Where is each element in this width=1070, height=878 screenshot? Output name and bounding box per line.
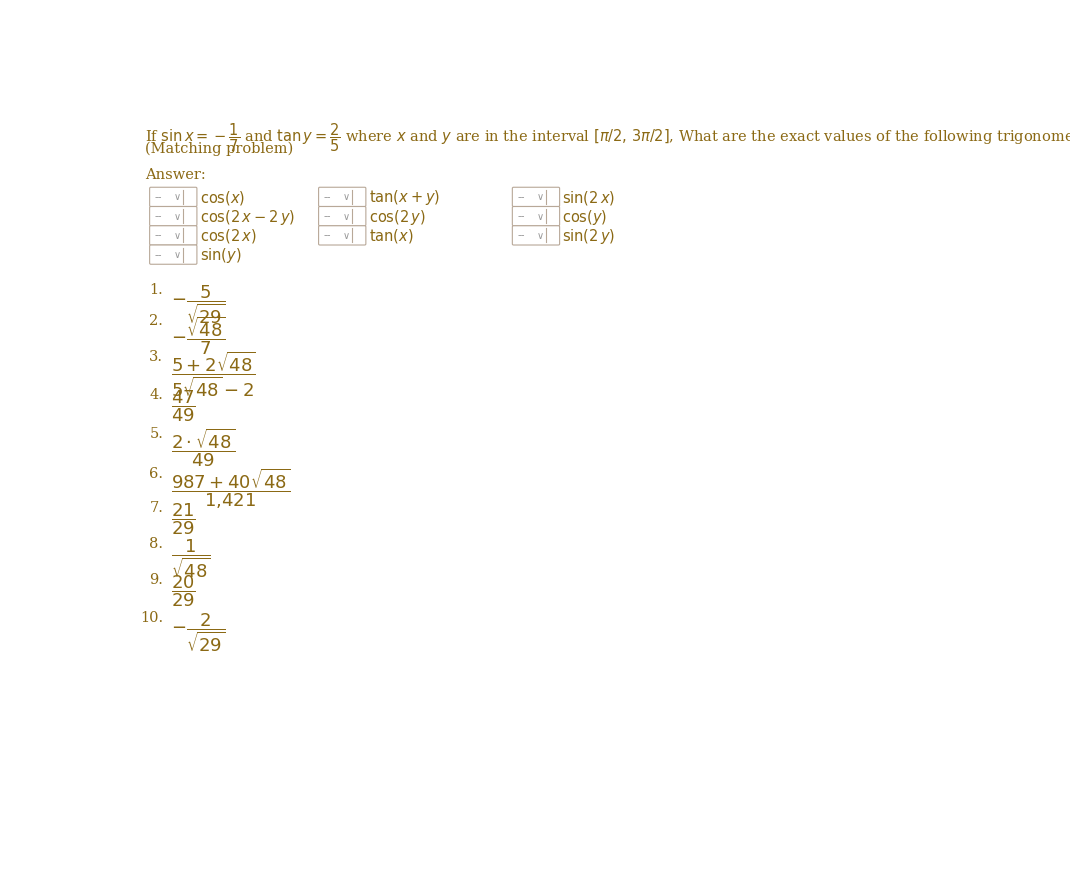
Text: $\cos(y)$: $\cos(y)$: [563, 207, 608, 227]
Text: ∨: ∨: [174, 251, 181, 260]
Text: --: --: [155, 231, 163, 241]
Text: $\dfrac{21}{29}$: $\dfrac{21}{29}$: [171, 500, 196, 536]
FancyBboxPatch shape: [150, 227, 197, 246]
Text: --: --: [323, 192, 331, 203]
Text: If $\sin x = -\dfrac{1}{7}$ and $\tan y = \dfrac{2}{5}$ where $x$ and $y$ are in: If $\sin x = -\dfrac{1}{7}$ and $\tan y …: [146, 121, 1070, 154]
Text: $\cos(2\,x)$: $\cos(2\,x)$: [200, 227, 257, 245]
Text: 8.: 8.: [149, 536, 164, 551]
Text: --: --: [155, 212, 163, 222]
Text: ∨: ∨: [343, 212, 350, 221]
FancyBboxPatch shape: [513, 188, 560, 207]
Text: $-\dfrac{5}{\sqrt{29}}$: $-\dfrac{5}{\sqrt{29}}$: [171, 283, 226, 326]
Text: --: --: [518, 231, 525, 241]
Text: ∨: ∨: [343, 232, 350, 241]
Text: 3.: 3.: [149, 349, 164, 363]
FancyBboxPatch shape: [319, 227, 366, 246]
Text: $\dfrac{987+40\sqrt{48}}{1{,}421}$: $\dfrac{987+40\sqrt{48}}{1{,}421}$: [171, 466, 290, 511]
Text: --: --: [155, 250, 163, 261]
Text: (Matching problem): (Matching problem): [146, 141, 293, 156]
Text: --: --: [323, 231, 331, 241]
FancyBboxPatch shape: [319, 207, 366, 227]
Text: ∨: ∨: [537, 212, 544, 221]
Text: ∨: ∨: [174, 193, 181, 202]
FancyBboxPatch shape: [150, 188, 197, 207]
Text: 9.: 9.: [150, 572, 164, 587]
Text: $\dfrac{47}{49}$: $\dfrac{47}{49}$: [171, 387, 196, 423]
Text: $\sin(y)$: $\sin(y)$: [200, 246, 242, 265]
Text: $\cos(x)$: $\cos(x)$: [200, 189, 245, 206]
Text: 1.: 1.: [150, 283, 164, 297]
Text: 7.: 7.: [150, 500, 164, 515]
Text: $\sin(2\,x)$: $\sin(2\,x)$: [563, 189, 615, 206]
FancyBboxPatch shape: [150, 246, 197, 265]
Text: --: --: [518, 212, 525, 222]
Text: $\dfrac{2\cdot\sqrt{48}}{49}$: $\dfrac{2\cdot\sqrt{48}}{49}$: [171, 426, 235, 469]
Text: $-\dfrac{\sqrt{48}}{7}$: $-\dfrac{\sqrt{48}}{7}$: [171, 313, 226, 356]
Text: $\dfrac{20}{29}$: $\dfrac{20}{29}$: [171, 572, 196, 608]
Text: $-\dfrac{2}{\sqrt{29}}$: $-\dfrac{2}{\sqrt{29}}$: [171, 611, 226, 653]
Text: ∨: ∨: [537, 193, 544, 202]
Text: ∨: ∨: [174, 232, 181, 241]
Text: --: --: [323, 212, 331, 222]
Text: ∨: ∨: [537, 232, 544, 241]
Text: 10.: 10.: [140, 611, 164, 624]
Text: ∨: ∨: [343, 193, 350, 202]
Text: $\cos(2\,y)$: $\cos(2\,y)$: [368, 207, 426, 227]
Text: 2.: 2.: [150, 313, 164, 327]
FancyBboxPatch shape: [319, 188, 366, 207]
Text: --: --: [518, 192, 525, 203]
FancyBboxPatch shape: [513, 227, 560, 246]
Text: 5.: 5.: [150, 426, 164, 440]
Text: Answer:: Answer:: [146, 168, 207, 182]
Text: $\dfrac{5+2\sqrt{48}}{5\sqrt{48}-2}$: $\dfrac{5+2\sqrt{48}}{5\sqrt{48}-2}$: [171, 349, 256, 399]
Text: $\tan(x+y)$: $\tan(x+y)$: [368, 188, 440, 207]
FancyBboxPatch shape: [150, 207, 197, 227]
Text: $\sin(2\,y)$: $\sin(2\,y)$: [563, 227, 615, 246]
Text: $\cos(2\,x - 2\,y)$: $\cos(2\,x - 2\,y)$: [200, 207, 295, 227]
Text: 4.: 4.: [150, 387, 164, 401]
Text: 6.: 6.: [149, 466, 164, 480]
Text: $\tan(x)$: $\tan(x)$: [368, 227, 413, 245]
FancyBboxPatch shape: [513, 207, 560, 227]
Text: $\dfrac{1}{\sqrt{48}}$: $\dfrac{1}{\sqrt{48}}$: [171, 536, 211, 579]
Text: ∨: ∨: [174, 212, 181, 221]
Text: --: --: [155, 192, 163, 203]
